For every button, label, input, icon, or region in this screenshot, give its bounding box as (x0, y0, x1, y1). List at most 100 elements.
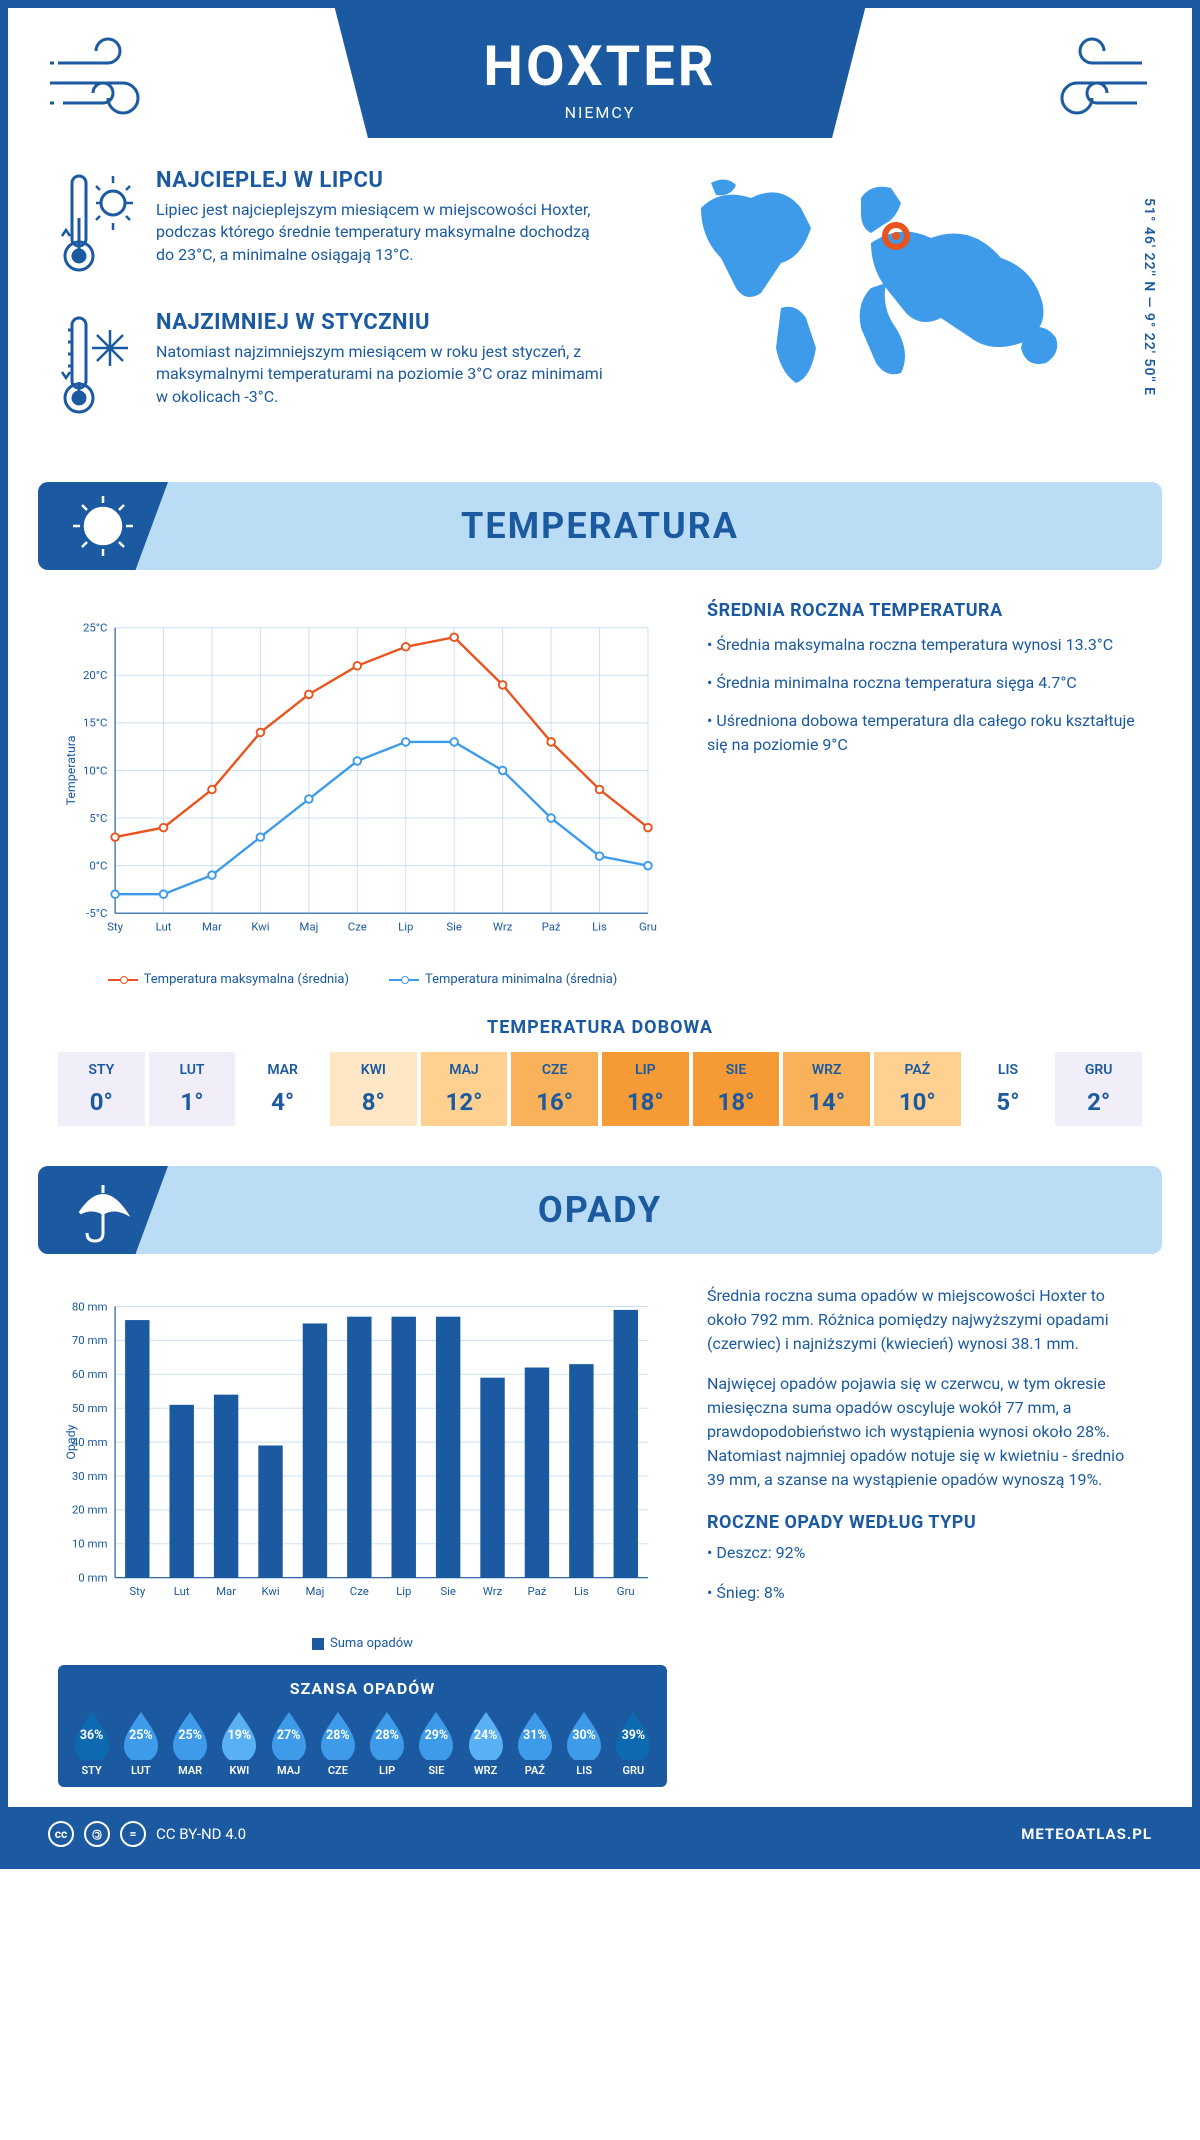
svg-text:60 mm: 60 mm (72, 1367, 108, 1381)
page-subtitle: NIEMCY (186, 103, 1015, 122)
svg-text:50 mm: 50 mm (72, 1401, 108, 1415)
chance-drop: 30% LIS (561, 1708, 608, 1777)
header-band: HOXTER NIEMCY (186, 8, 1015, 138)
site-label: METEOATLAS.PL (1021, 1825, 1152, 1843)
daily-temp-cell: STY0° (58, 1052, 145, 1126)
precipitation-section: 0 mm10 mm20 mm30 mm40 mm50 mm60 mm70 mm8… (8, 1274, 1192, 1807)
legend-max: Temperatura maksymalna (średnia) (144, 972, 349, 987)
svg-text:0°C: 0°C (89, 858, 107, 872)
line-chart-legend: Temperatura maksymalna (średnia) Tempera… (58, 972, 667, 987)
info-row: NAJCIEPLEJ W LIPCU Lipiec jest najcieple… (8, 138, 1192, 472)
chance-drop: 39% GRU (610, 1708, 657, 1777)
bar-chart-legend: Suma opadów (58, 1636, 667, 1651)
legend-min: Temperatura minimalna (średnia) (425, 972, 617, 987)
daily-temp-cell: GRU2° (1055, 1052, 1142, 1126)
chance-drop: 25% MAR (167, 1708, 214, 1777)
daily-temp-cell: LUT1° (149, 1052, 236, 1126)
svg-text:0 mm: 0 mm (78, 1571, 107, 1585)
wind-icon-right (1032, 28, 1152, 128)
legend-sum: Suma opadów (330, 1636, 413, 1651)
chance-drop: 28% LIP (364, 1708, 411, 1777)
svg-text:Paź: Paź (527, 1584, 546, 1598)
svg-text:Opady: Opady (65, 1424, 79, 1459)
svg-text:Lis: Lis (592, 919, 607, 933)
daily-temp-title: TEMPERATURA DOBOWA (58, 1017, 1142, 1038)
info-title: NAJCIEPLEJ W LIPCU (156, 168, 610, 193)
svg-text:25°C: 25°C (83, 621, 108, 635)
chance-drop: 36% STY (68, 1708, 115, 1777)
svg-text:-5°C: -5°C (86, 906, 107, 920)
svg-text:Sty: Sty (107, 919, 124, 933)
svg-text:Lut: Lut (174, 1584, 190, 1598)
chance-drop: 31% PAŹ (511, 1708, 558, 1777)
svg-text:Paź: Paź (542, 919, 561, 933)
svg-text:Maj: Maj (305, 1584, 324, 1598)
svg-text:Mar: Mar (216, 1584, 236, 1598)
daily-temp-cell: CZE16° (511, 1052, 598, 1126)
svg-text:Lis: Lis (574, 1584, 589, 1598)
svg-text:Cze: Cze (350, 1584, 369, 1598)
info-block-warmest: NAJCIEPLEJ W LIPCU Lipiec jest najcieple… (58, 168, 610, 282)
precip-by-type-item: • Deszcz: 92% (707, 1541, 1142, 1565)
section-head-precipitation: OPADY (38, 1166, 1162, 1254)
svg-text:Kwi: Kwi (251, 919, 269, 933)
chance-drop: 19% KWI (216, 1708, 263, 1777)
page-title: HOXTER (186, 33, 1015, 99)
section-title: TEMPERATURA (461, 505, 739, 547)
svg-text:Gru: Gru (617, 1584, 635, 1598)
info-text: Natomiast najzimniejszym miesiącem w rok… (156, 341, 610, 408)
svg-text:80 mm: 80 mm (72, 1299, 108, 1313)
svg-text:Sie: Sie (446, 919, 462, 933)
annual-temp-bullet: • Średnia minimalna roczna temperatura s… (707, 671, 1142, 695)
svg-text:Wrz: Wrz (483, 1584, 503, 1598)
svg-text:Kwi: Kwi (261, 1584, 279, 1598)
daily-temp-cell: SIE18° (693, 1052, 780, 1126)
section-head-temperature: TEMPERATURA (38, 482, 1162, 570)
sun-icon (68, 491, 138, 561)
annual-temp-title: ŚREDNIA ROCZNA TEMPERATURA (707, 600, 1142, 621)
svg-text:15°C: 15°C (83, 716, 108, 730)
svg-text:5°C: 5°C (89, 811, 107, 825)
annual-temp-bullet: • Średnia maksymalna roczna temperatura … (707, 633, 1142, 657)
nd-icon: = (120, 1821, 146, 1847)
daily-temperature: TEMPERATURA DOBOWA STY0°LUT1°MAR4°KWI8°M… (8, 1017, 1192, 1156)
wind-icon-left (48, 28, 168, 128)
svg-text:Maj: Maj (299, 919, 318, 933)
daily-temp-cell: LIP18° (602, 1052, 689, 1126)
svg-text:20°C: 20°C (83, 668, 108, 682)
info-block-coldest: NAJZIMNIEJ W STYCZNIU Natomiast najzimni… (58, 310, 610, 424)
svg-text:10 mm: 10 mm (72, 1537, 108, 1551)
precipitation-bar-chart: 0 mm10 mm20 mm30 mm40 mm50 mm60 mm70 mm8… (58, 1284, 667, 1624)
temperature-section: -5°C 0°C 5°C 10°C 15°C 20°C 25°C Sty Lut Mar Kwi Ma… (8, 590, 1192, 1017)
license-label: CC BY-ND 4.0 (156, 1825, 246, 1843)
precip-para: Średnia roczna suma opadów w miejscowośc… (707, 1284, 1142, 1356)
chance-box: SZANSA OPADÓW 36% STY 25% LUT 25% MAR 19… (58, 1665, 667, 1787)
svg-text:Lut: Lut (156, 919, 172, 933)
svg-text:Sie: Sie (440, 1584, 456, 1598)
info-text: Lipiec jest najcieplejszym miesiącem w m… (156, 199, 610, 266)
chance-drop: 28% CZE (314, 1708, 361, 1777)
svg-text:20 mm: 20 mm (72, 1503, 108, 1517)
svg-text:Cze: Cze (348, 919, 367, 933)
precip-by-type-title: ROCZNE OPADY WEDŁUG TYPU (707, 1512, 1142, 1533)
svg-text:Temperatura: Temperatura (65, 735, 79, 805)
svg-text:10°C: 10°C (83, 763, 108, 777)
chance-drop: 29% SIE (413, 1708, 460, 1777)
temperature-line-chart: -5°C 0°C 5°C 10°C 15°C 20°C 25°C Sty Lut Mar Kwi Ma… (58, 600, 667, 960)
svg-text:Gru: Gru (639, 919, 657, 933)
thermometer-hot-icon (58, 168, 138, 278)
precip-by-type-item: • Śnieg: 8% (707, 1581, 1142, 1605)
chance-drop: 24% WRZ (462, 1708, 509, 1777)
chance-drop: 25% LUT (117, 1708, 164, 1777)
svg-text:Mar: Mar (202, 919, 222, 933)
by-icon: 🄯 (84, 1821, 110, 1847)
daily-temp-cell: MAR4° (239, 1052, 326, 1126)
svg-text:Lip: Lip (398, 919, 413, 933)
daily-temp-cell: MAJ12° (421, 1052, 508, 1126)
info-title: NAJZIMNIEJ W STYCZNIU (156, 310, 610, 335)
svg-text:Wrz: Wrz (493, 919, 513, 933)
coordinates-label: 51° 46' 22'' N — 9° 22' 50'' E (1141, 198, 1157, 396)
daily-temp-cell: PAŹ10° (874, 1052, 961, 1126)
section-title: OPADY (538, 1189, 662, 1231)
footer: cc 🄯 = CC BY-ND 4.0 METEOATLAS.PL (8, 1807, 1192, 1861)
